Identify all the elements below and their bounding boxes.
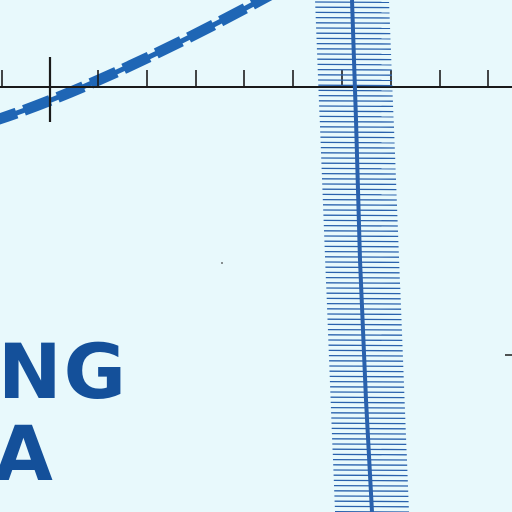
- map-dot: [221, 262, 223, 264]
- meridian-line: [350, 0, 374, 512]
- meridian-band-hatching: [315, 1, 410, 512]
- place-label-line-1: NG: [0, 327, 128, 416]
- latitude-ticks: [1, 57, 489, 122]
- dashed-boundary-curve: [0, 0, 273, 125]
- place-label-line-2: A: [0, 409, 55, 498]
